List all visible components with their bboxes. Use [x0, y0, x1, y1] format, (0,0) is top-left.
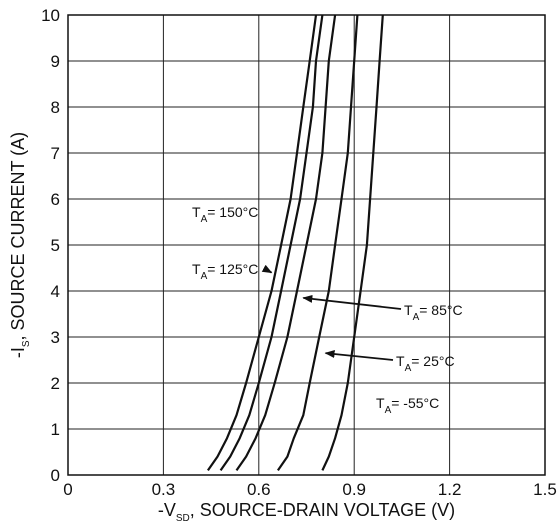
y-axis-label: -IS, SOURCE CURRENT (A) — [8, 132, 32, 358]
tick-labels: 0 0.3 0.6 0.9 1.2 1.5 0 1 2 3 4 5 6 7 8 9 10 — [41, 6, 557, 499]
x-axis-label: -VSD, SOURCE-DRAIN VOLTAGE (V) — [158, 500, 455, 524]
x-tick-label: 0 — [63, 480, 72, 499]
annotation-arrow — [324, 350, 394, 361]
x-tick-label: 1.2 — [438, 480, 462, 499]
series-curves — [206, 14, 384, 472]
x-axis-label-rest: , SOURCE-DRAIN VOLTAGE (V) — [190, 500, 455, 520]
x-tick-label: 1.5 — [533, 480, 557, 499]
y-tick-label: 5 — [51, 236, 60, 255]
y-axis-label-rest: , SOURCE CURRENT (A) — [8, 132, 28, 341]
x-tick-label: 0.6 — [247, 480, 271, 499]
annotation-arrow — [302, 294, 402, 310]
y-tick-label: 8 — [51, 98, 60, 117]
y-tick-label: 3 — [51, 328, 60, 347]
series-curve-150C — [206, 14, 318, 472]
series-curve-125C — [219, 14, 324, 472]
series-curve-minus55C — [321, 14, 384, 471]
x-axis-label-sub: SD — [176, 513, 190, 524]
annotation-arrow — [261, 264, 273, 274]
annotations: TA= 150°C TA= 125°C TA= 85°C TA= 25°C TA= -5… — [192, 204, 463, 416]
y-tick-label: 7 — [51, 144, 60, 163]
series-curve-25C — [276, 14, 359, 472]
y-tick-label: 2 — [51, 374, 60, 393]
y-axis-label-sub: S — [21, 340, 32, 347]
y-tick-label: 0 — [51, 466, 60, 485]
x-tick-label: 0.9 — [342, 480, 366, 499]
temperature-annotation: TA= 25°C — [396, 353, 455, 374]
y-axis-label-prefix: -I — [8, 347, 28, 358]
temperature-annotation: TA= -55°C — [376, 395, 439, 416]
temperature-annotation: TA= 125°C — [192, 261, 258, 282]
temperature-annotation: TA= 85°C — [404, 302, 463, 323]
y-tick-label: 4 — [51, 282, 60, 301]
y-tick-label: 6 — [51, 190, 60, 209]
temperature-annotation: TA= 150°C — [192, 204, 258, 225]
x-axis-label-prefix: -V — [158, 500, 176, 520]
x-tick-label: 0.3 — [152, 480, 176, 499]
y-tick-label: 9 — [51, 52, 60, 71]
series-curve-85C — [235, 14, 337, 472]
y-tick-label: 10 — [41, 6, 60, 25]
plot-frame — [67, 14, 546, 476]
y-tick-label: 1 — [51, 420, 60, 439]
